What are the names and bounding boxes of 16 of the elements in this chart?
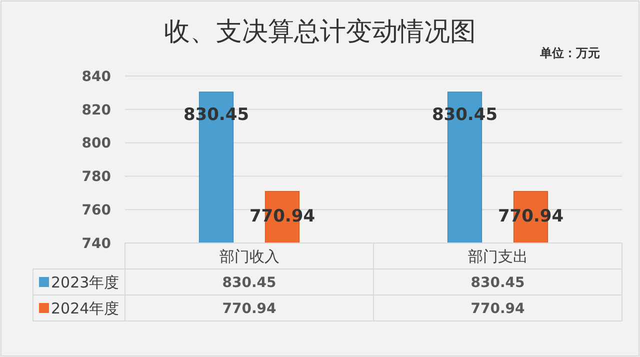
text: 770.94 (470, 300, 526, 317)
y-tick-label: 840 (82, 68, 112, 85)
y-tick-label: 760 (82, 202, 112, 218)
text: 770.94 (222, 300, 277, 317)
y-tick-label: 820 (82, 102, 112, 118)
x-tick-label: 部门支出 (468, 247, 528, 266)
x-tick-label: 部门收入 (219, 247, 280, 266)
legend-label: 2024年度 (51, 299, 120, 318)
text: 单位：万元 (539, 46, 600, 60)
text: 830.45 (222, 274, 276, 291)
y-tick-label: 740 (82, 236, 112, 252)
text: 830.45 (470, 274, 525, 291)
y-tick-label: 800 (82, 136, 112, 152)
y-tick-label: 780 (82, 169, 112, 186)
legend-label: 2023年度 (51, 273, 120, 292)
chart-title: 收、支决算总计变动情况图 (164, 17, 476, 46)
